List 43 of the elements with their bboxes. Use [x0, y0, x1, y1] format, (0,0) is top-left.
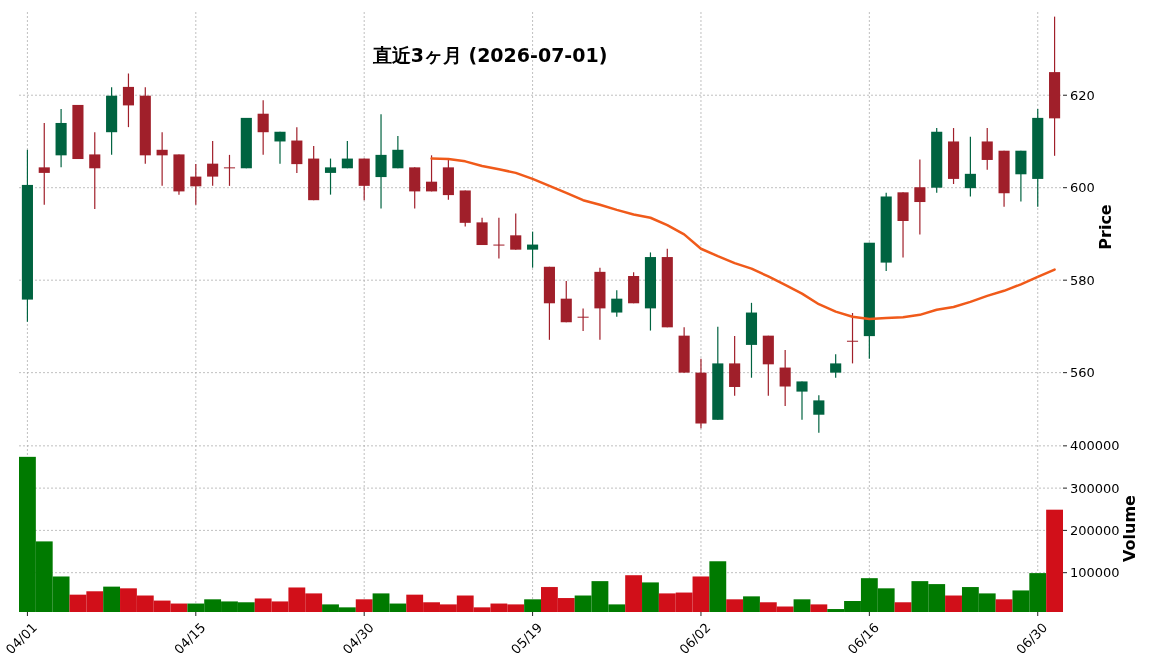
candlestick	[813, 394, 825, 434]
candlestick	[510, 212, 522, 251]
y-tick-label: 600	[1070, 180, 1095, 196]
candlestick	[796, 380, 808, 421]
candlestick	[89, 131, 101, 210]
text: 直近3ヶ月 (2026-07-01)	[371, 44, 608, 66]
candlestick	[527, 231, 539, 269]
candlestick	[611, 289, 623, 318]
y-axis-title: Price	[1096, 204, 1115, 250]
candlestick	[914, 158, 926, 235]
candlestick	[1015, 150, 1027, 203]
candlestick	[274, 131, 286, 165]
candlestick	[729, 335, 741, 397]
y-tick-label: 200000	[1070, 522, 1120, 538]
candlestick	[981, 127, 993, 171]
candlestick	[324, 157, 337, 196]
candlestick	[257, 99, 269, 156]
y-axis-title: Volume	[1120, 494, 1139, 562]
y-tick-label: 620	[1070, 87, 1095, 103]
y-tick-label: 560	[1070, 365, 1095, 381]
line-series	[430, 157, 1056, 321]
y-tick-label: 100000	[1070, 565, 1120, 581]
candlestick	[779, 349, 791, 407]
y-tick-label: 300000	[1070, 480, 1120, 496]
candlestick	[964, 136, 976, 198]
candlestick	[846, 312, 859, 364]
candlestick	[392, 135, 404, 169]
candlestick	[190, 163, 202, 206]
candlestick	[375, 113, 387, 210]
candlestick	[425, 154, 438, 192]
candlestick	[291, 126, 303, 174]
y-tick-label: 400000	[1070, 438, 1120, 454]
candlestick	[223, 154, 236, 187]
candlestick	[122, 72, 135, 128]
candlestick	[476, 217, 488, 246]
candlestick	[577, 307, 589, 332]
candlestick	[493, 217, 505, 260]
candlestick	[560, 280, 572, 323]
candlestick	[38, 122, 50, 206]
candlestick	[830, 353, 842, 379]
candlestick	[207, 140, 219, 187]
candlestick	[341, 140, 353, 169]
y-tick-label: 580	[1070, 272, 1095, 288]
